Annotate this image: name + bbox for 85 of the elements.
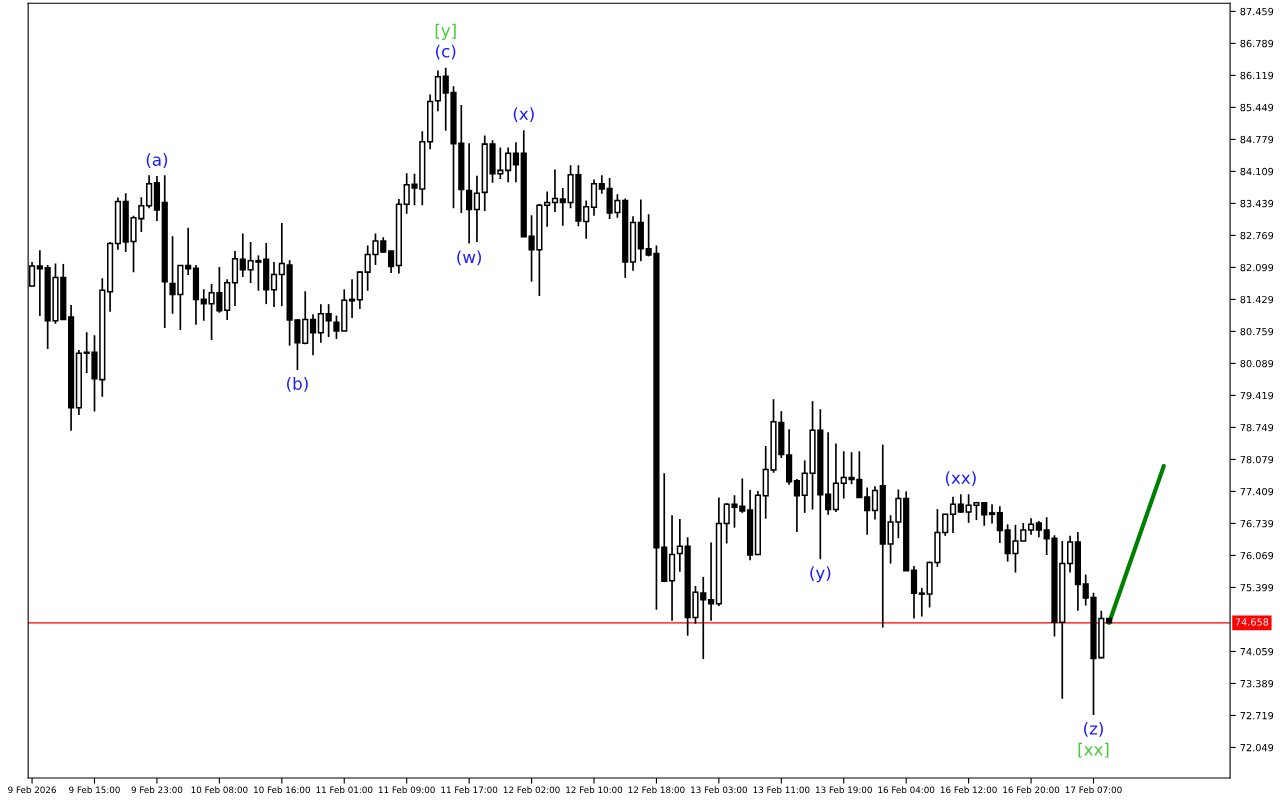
x-tick-label: 12 Feb 02:00 bbox=[503, 786, 560, 794]
candlestick bbox=[996, 505, 1003, 544]
x-tick-label: 11 Feb 01:00 bbox=[316, 786, 373, 794]
y-tick-label: 84.109 bbox=[1240, 167, 1274, 176]
annotation: (x) bbox=[513, 107, 534, 123]
x-tick-label: 13 Feb 19:00 bbox=[816, 786, 872, 794]
y-tick-label: 72.049 bbox=[1240, 743, 1274, 752]
y-tick-label: 78.079 bbox=[1240, 455, 1274, 464]
candlestick bbox=[871, 485, 879, 521]
y-tick-label: 72.719 bbox=[1240, 711, 1274, 720]
candlestick bbox=[707, 541, 715, 622]
candlestick bbox=[505, 146, 512, 184]
y-tick-label: 85.449 bbox=[1240, 103, 1274, 112]
y-tick-label: 83.439 bbox=[1240, 199, 1274, 208]
y-tick-label: 76.739 bbox=[1240, 519, 1274, 528]
annotation: (xx) bbox=[945, 471, 976, 487]
y-tick-label: 82.769 bbox=[1240, 231, 1274, 240]
ref-line-label: 74.658 bbox=[1235, 618, 1269, 626]
candlestick bbox=[598, 174, 605, 195]
y-tick-label: 87.459 bbox=[1240, 7, 1274, 16]
candlestick bbox=[348, 278, 356, 319]
x-tick-label: 10 Feb 08:00 bbox=[191, 786, 248, 794]
y-tick-label: 76.069 bbox=[1240, 551, 1274, 560]
y-tick-label: 78.749 bbox=[1240, 423, 1274, 432]
candlestick bbox=[551, 168, 559, 213]
candlestick bbox=[434, 69, 442, 112]
x-tick-label: 12 Feb 18:00 bbox=[628, 786, 685, 794]
x-tick-label: 9 Feb 15:00 bbox=[69, 786, 120, 794]
y-tick-label: 77.409 bbox=[1240, 487, 1274, 496]
candlestick bbox=[325, 303, 332, 338]
x-tick-label: 9 Feb 2026 bbox=[8, 786, 56, 794]
annotation: (w) bbox=[457, 250, 482, 266]
candlestick bbox=[387, 250, 395, 274]
x-tick-label: 16 Feb 20:00 bbox=[1003, 786, 1060, 794]
y-tick-label: 82.099 bbox=[1240, 263, 1274, 272]
candlestick bbox=[231, 250, 239, 307]
y-tick-label: 80.089 bbox=[1240, 359, 1274, 368]
annotation: [xx] bbox=[1078, 742, 1109, 758]
candlestick bbox=[910, 565, 918, 620]
candlestick bbox=[949, 495, 957, 534]
candlestick bbox=[957, 493, 964, 514]
candlestick bbox=[825, 431, 832, 516]
x-tick-label: 11 Feb 09:00 bbox=[378, 786, 435, 794]
x-tick-label: 16 Feb 12:00 bbox=[940, 786, 997, 794]
candlestick bbox=[146, 174, 153, 209]
x-tick-label: 11 Feb 17:00 bbox=[441, 786, 498, 794]
x-tick-label: 10 Feb 16:00 bbox=[254, 786, 310, 794]
x-tick-label: 13 Feb 11:00 bbox=[753, 786, 810, 794]
candlestick bbox=[185, 226, 192, 276]
x-tick-label: 16 Feb 04:00 bbox=[878, 786, 935, 794]
y-tick-label: 74.059 bbox=[1240, 647, 1274, 656]
candlestick bbox=[317, 303, 324, 344]
candlestick bbox=[1066, 534, 1074, 574]
annotation: (z) bbox=[1084, 721, 1103, 737]
annotation: (a) bbox=[146, 153, 168, 168]
candlestick bbox=[270, 261, 278, 308]
candlestick bbox=[512, 141, 520, 184]
candlestick bbox=[988, 503, 996, 525]
y-tick-label: 79.419 bbox=[1240, 391, 1274, 400]
annotation: [y] bbox=[435, 23, 456, 40]
candlestick bbox=[793, 478, 801, 533]
candlestick bbox=[583, 199, 590, 240]
candlestick bbox=[466, 142, 473, 245]
y-tick-label: 86.789 bbox=[1240, 39, 1274, 48]
y-tick-label: 75.399 bbox=[1240, 583, 1274, 592]
candlestick bbox=[864, 486, 871, 536]
candlestick bbox=[590, 178, 598, 217]
x-tick-label: 13 Feb 03:00 bbox=[691, 786, 747, 794]
y-tick-label: 73.389 bbox=[1240, 679, 1274, 688]
candlestick bbox=[36, 249, 43, 317]
candlestick bbox=[473, 174, 481, 243]
y-tick-label: 80.759 bbox=[1240, 327, 1274, 336]
x-tick-label: 17 Feb 07:00 bbox=[1065, 786, 1122, 794]
y-tick-label: 86.119 bbox=[1240, 71, 1274, 80]
y-tick-label: 81.429 bbox=[1240, 295, 1274, 304]
annotation: (y) bbox=[810, 566, 831, 583]
candlestick bbox=[544, 190, 551, 228]
x-tick-label: 9 Feb 23:00 bbox=[131, 786, 183, 794]
y-tick-label: 84.779 bbox=[1240, 135, 1274, 144]
candlestick bbox=[278, 222, 285, 307]
candlestick bbox=[309, 313, 317, 357]
x-tick-label: 12 Feb 10:00 bbox=[566, 786, 623, 794]
candlestick bbox=[676, 518, 683, 573]
annotation: (b) bbox=[287, 377, 308, 392]
annotation: (c) bbox=[436, 44, 456, 60]
